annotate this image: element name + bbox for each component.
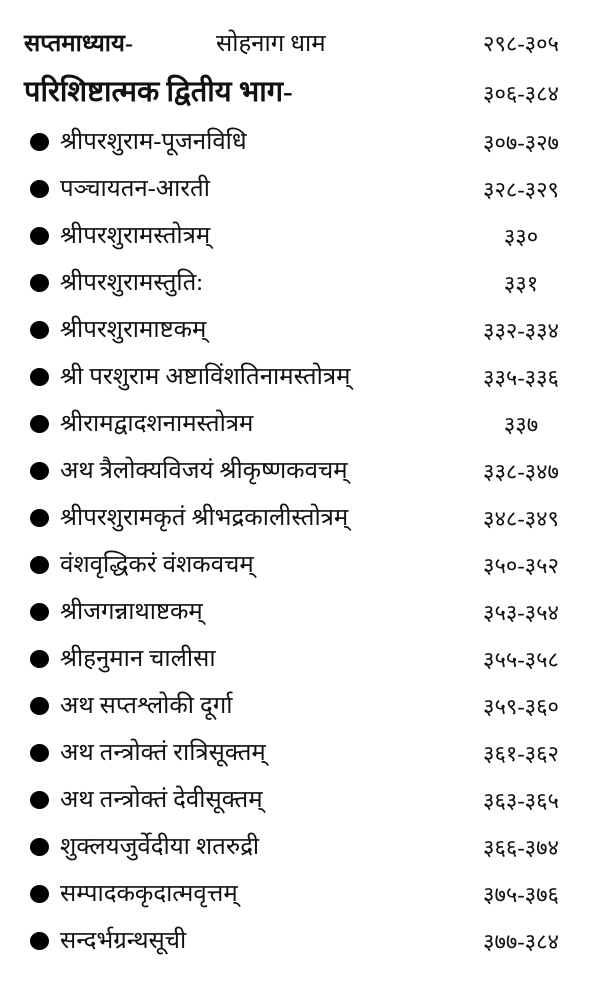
toc-entry-row: श्रीपरशुरामकृतं श्रीभद्रकालीस्तोत्रम् ३४…	[24, 494, 582, 541]
entry-title: अथ त्रैलोक्यविजयं श्रीकृष्णकवचम्	[60, 457, 348, 484]
bullet-icon	[30, 414, 49, 433]
toc-entry-row: पञ्चायतन-आरती ३२८-३२९	[24, 165, 582, 212]
bullet-icon	[30, 837, 49, 856]
chapter-title: सप्तमाध्याय-	[24, 31, 133, 57]
toc-entry-row: अथ त्रैलोक्यविजयं श्रीकृष्णकवचम् ३३८-३४७	[24, 447, 582, 494]
bullet-icon	[30, 320, 49, 339]
toc-entry-row: श्री परशुराम अष्टाविंशतिनामस्तोत्रम् ३३५…	[24, 353, 582, 400]
toc-header-row-1: सप्तमाध्याय- सोहनाग धाम २९८-३०५	[24, 26, 582, 59]
bullet-icon	[30, 461, 49, 480]
entry-title: अथ तन्त्रोक्तं रात्रिसूक्तम्	[60, 739, 266, 766]
bullet-icon	[30, 649, 49, 668]
entry-page-range: ३६६-३७४	[483, 834, 559, 860]
bullet-icon	[30, 226, 49, 245]
bullet-icon	[30, 743, 49, 762]
entry-page-range: ३७७-३८४	[483, 928, 559, 954]
bullet-icon	[30, 931, 49, 950]
entry-page-range: ३०७-३२७	[483, 129, 559, 155]
entry-title: श्रीपरशुराम-पूजनविधि	[60, 128, 247, 155]
entry-title: वंशवृद्धिकरं वंशकवचम्	[60, 551, 254, 578]
entry-title: पञ्चायतन-आरती	[60, 175, 210, 202]
entry-title: श्रीरामद्वादशनामस्तोत्रम	[60, 410, 254, 437]
entry-page-range: ३५३-३५४	[483, 599, 559, 625]
entry-page-range: ३३२-३३४	[483, 317, 559, 343]
entry-page-range: ३३७	[503, 411, 539, 437]
toc-entry-row: अथ तन्त्रोक्तं देवीसूक्तम् ३६३-३६५	[24, 776, 582, 823]
toc-entry-row: अथ तन्त्रोक्तं रात्रिसूक्तम् ३६१-३६२	[24, 729, 582, 776]
bullet-icon	[30, 555, 49, 574]
toc-entry-row: श्रीपरशुरामस्तोत्रम् ३३०	[24, 212, 582, 259]
bullet-icon	[30, 132, 49, 151]
bullet-icon	[30, 696, 49, 715]
bullet-icon	[30, 179, 49, 198]
toc-entry-row: अथ सप्तश्लोकी दूर्गा ३५९-३६०	[24, 682, 582, 729]
bullet-icon	[30, 273, 49, 292]
entry-title: अथ सप्तश्लोकी दूर्गा	[60, 692, 233, 719]
section-title: परिशिष्टात्मक द्वितीय भाग-	[24, 76, 293, 108]
section-page-range: ३०६-३८४	[483, 81, 559, 106]
toc-entry-row: सन्दर्भग्रन्थसूची ३७७-३८४	[24, 917, 582, 964]
entry-title: अथ तन्त्रोक्तं देवीसूक्तम्	[60, 786, 263, 813]
bullet-icon	[30, 508, 49, 527]
toc-entry-row: श्रीपरशुराम-पूजनविधि ३०७-३२७	[24, 118, 582, 165]
entry-page-range: ३५५-३५८	[483, 646, 559, 672]
bullet-icon	[30, 602, 49, 621]
entry-page-range: ३७५-३७६	[483, 881, 559, 907]
chapter-subtitle: सोहनाग धाम	[216, 31, 326, 57]
entry-page-range: ३३८-३४७	[483, 458, 559, 484]
toc-entry-row: श्रीजगन्नाथाष्टकम् ३५३-३५४	[24, 588, 582, 635]
toc-entry-row: वंशवृद्धिकरं वंशकवचम् ३५०-३५२	[24, 541, 582, 588]
entry-page-range: ३५०-३५२	[483, 552, 559, 578]
entry-title: श्रीपरशुरामस्तुति:	[60, 269, 203, 296]
entry-title: श्रीपरशुरामकृतं श्रीभद्रकालीस्तोत्रम्	[60, 504, 349, 531]
entry-title: श्री परशुराम अष्टाविंशतिनामस्तोत्रम्	[60, 363, 351, 390]
entry-title: शुक्लयजुर्वेदीया शतरुद्री	[60, 833, 260, 860]
entry-title: श्रीपरशुरामस्तोत्रम्	[60, 222, 211, 249]
toc-list: श्रीपरशुराम-पूजनविधि ३०७-३२७ पञ्चायतन-आर…	[24, 118, 582, 964]
entry-page-range: ३३०	[503, 223, 539, 249]
toc-entry-row: श्रीहनुमान चालीसा ३५५-३५८	[24, 635, 582, 682]
toc-entry-row: सम्पादककृदात्मवृत्तम् ३७५-३७६	[24, 870, 582, 917]
bullet-icon	[30, 790, 49, 809]
entry-title: श्रीजगन्नाथाष्टकम्	[60, 598, 203, 625]
toc-entry-row: श्रीपरशुरामस्तुति: ३३१	[24, 259, 582, 306]
entry-page-range: ३६१-३६२	[483, 740, 559, 766]
entry-page-range: ३४८-३४९	[483, 505, 559, 531]
entry-page-range: ३६३-३६५	[483, 787, 559, 813]
chapter-page-range: २९८-३०५	[483, 31, 559, 56]
entry-page-range: ३५९-३६०	[483, 693, 559, 719]
toc-entry-row: शुक्लयजुर्वेदीया शतरुद्री ३६६-३७४	[24, 823, 582, 870]
entry-title: श्रीपरशुरामाष्टकम्	[60, 316, 207, 343]
bullet-icon	[30, 367, 49, 386]
bullet-icon	[30, 884, 49, 903]
entry-title: सम्पादककृदात्मवृत्तम्	[60, 880, 238, 907]
toc-header-row-2: परिशिष्टात्मक द्वितीय भाग- ३०६-३८४	[24, 71, 582, 110]
entry-title: सन्दर्भग्रन्थसूची	[60, 927, 187, 954]
entry-title: श्रीहनुमान चालीसा	[60, 645, 216, 672]
toc-entry-row: श्रीपरशुरामाष्टकम् ३३२-३३४	[24, 306, 582, 353]
entry-page-range: ३३१	[503, 270, 539, 296]
entry-page-range: ३२८-३२९	[483, 176, 559, 202]
entry-page-range: ३३५-३३६	[483, 364, 559, 390]
toc-entry-row: श्रीरामद्वादशनामस्तोत्रम ३३७	[24, 400, 582, 447]
